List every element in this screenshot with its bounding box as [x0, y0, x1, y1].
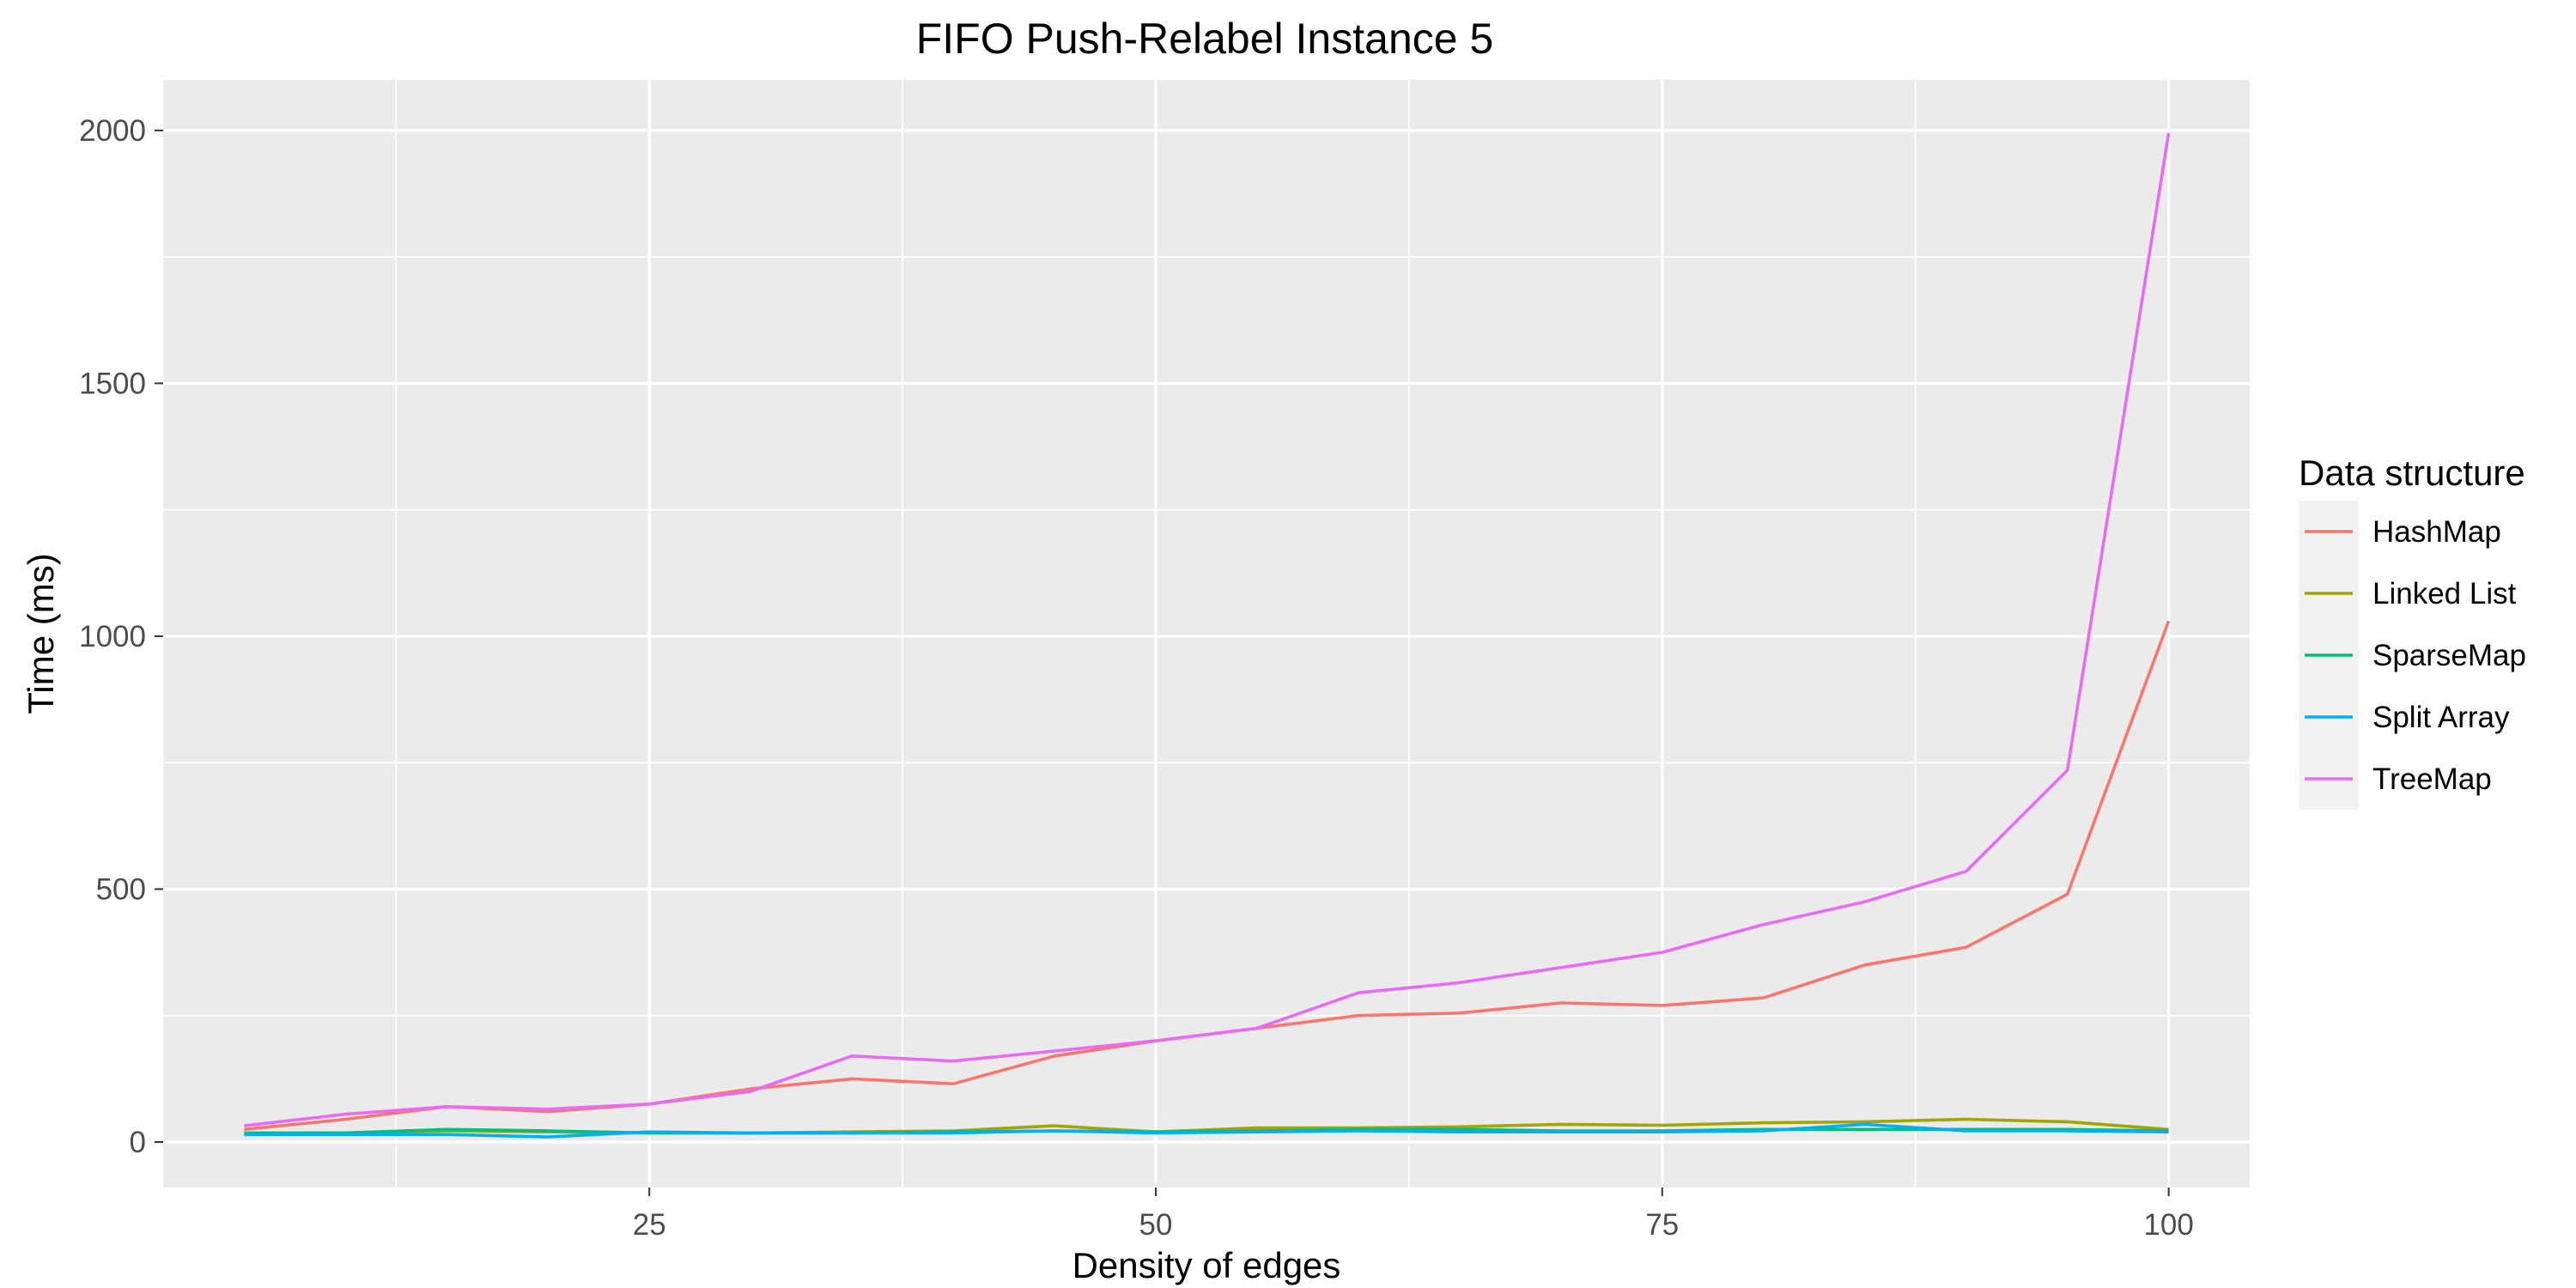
y-axis: 0 500 1000 1500 2000 — [79, 114, 163, 1159]
y-tick-label: 0 — [130, 1126, 146, 1159]
legend-item: Linked List — [2299, 562, 2517, 624]
legend-item: HashMap — [2299, 501, 2501, 562]
chart-title: FIFO Push-Relabel Instance 5 — [916, 15, 1494, 63]
legend-item: SparseMap — [2299, 624, 2526, 686]
x-tick-label: 50 — [1139, 1208, 1173, 1242]
legend-item: Split Array — [2299, 686, 2510, 748]
legend-label: SparseMap — [2372, 639, 2526, 672]
y-tick-label: 2000 — [79, 114, 146, 148]
y-tick-label: 1000 — [79, 620, 146, 653]
legend-label: Split Array — [2372, 701, 2510, 734]
legend-label: TreeMap — [2372, 762, 2492, 796]
legend-items: HashMap Linked List SparseMap Split Array Tr… — [2299, 501, 2526, 810]
minor-gridlines — [163, 80, 2250, 1188]
y-axis-title: Time (ms) — [21, 553, 61, 714]
legend-title: Data structure — [2299, 453, 2525, 493]
legend-item: TreeMap — [2299, 748, 2492, 810]
series-lines — [244, 132, 2171, 1139]
legend-label: HashMap — [2372, 515, 2501, 549]
x-axis: 25 50 75 100 — [633, 1188, 2194, 1242]
legend: Data structure HashMap Linked List SparseM… — [2299, 453, 2526, 810]
x-tick-label: 25 — [633, 1208, 666, 1242]
x-tick-label: 75 — [1645, 1208, 1679, 1242]
y-tick-label: 1500 — [79, 367, 146, 400]
plot-panel — [163, 80, 2250, 1188]
series-line-treemap — [244, 132, 2171, 1127]
x-axis-title: Density of edges — [1072, 1245, 1341, 1285]
legend-label: Linked List — [2372, 577, 2517, 611]
x-tick-label: 100 — [2143, 1208, 2193, 1242]
y-tick-label: 500 — [96, 872, 146, 906]
series-line-split-array — [244, 1122, 2169, 1139]
